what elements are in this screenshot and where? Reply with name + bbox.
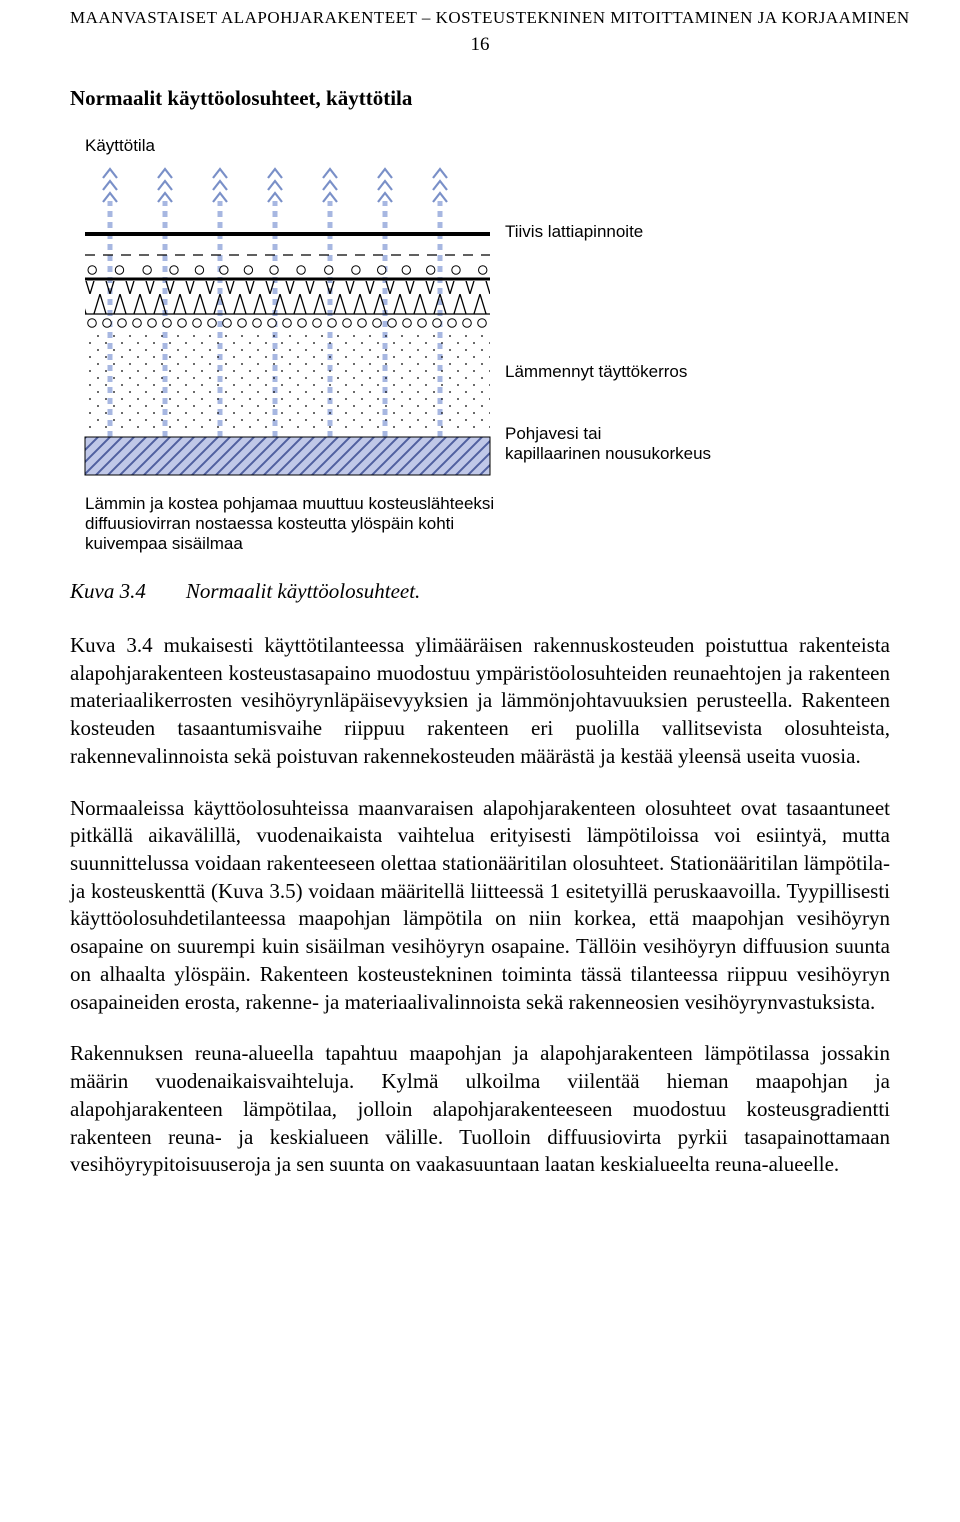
figure-caption: Kuva 3.4 Normaalit käyttöolosuhteet. — [70, 579, 890, 604]
gravel-top-row — [88, 319, 487, 328]
fill-layer — [85, 331, 490, 431]
paragraph-2: Normaaleissa käyttöolosuhteissa maanvara… — [70, 795, 890, 1017]
paragraph-3: Rakennuksen reuna-alueella tapahtuu maap… — [70, 1040, 890, 1179]
diagram-caption-3: kuivempaa sisäilmaa — [85, 534, 243, 553]
insulation-layer — [85, 281, 490, 314]
groundwater-layer — [85, 437, 490, 475]
figure-caption-text: Normaalit käyttöolosuhteet. — [186, 579, 420, 604]
label-fill: Lämmennyt täyttökerros — [505, 362, 687, 381]
label-surface: Tiivis lattiapinnoite — [505, 222, 643, 241]
diagram-svg: Käyttötila Tiivis lattiapinnoite Lämmenn… — [70, 129, 890, 569]
page-number: 16 — [70, 34, 890, 56]
figure-label: Kuva 3.4 — [70, 579, 146, 604]
section-heading: Normaalit käyttöolosuhteet, käyttötila — [70, 86, 890, 111]
running-head: MAANVASTAISET ALAPOHJARAKENTEET – KOSTEU… — [70, 0, 890, 28]
screed-bubbles — [88, 266, 487, 274]
diagram-title: Käyttötila — [85, 136, 155, 155]
diagram-caption-2: diffuusiovirran nostaessa kosteutta ylös… — [85, 514, 454, 533]
diagram: Käyttötila Tiivis lattiapinnoite Lämmenn… — [70, 129, 890, 569]
page: MAANVASTAISET ALAPOHJARAKENTEET – KOSTEU… — [0, 0, 960, 1522]
paragraph-1: Kuva 3.4 mukaisesti käyttötilanteessa yl… — [70, 632, 890, 771]
label-groundwater-2: kapillaarinen nousukorkeus — [505, 444, 711, 463]
diagram-caption-1: Lämmin ja kostea pohjamaa muuttuu kosteu… — [85, 494, 494, 513]
label-groundwater-1: Pohjavesi tai — [505, 424, 601, 443]
